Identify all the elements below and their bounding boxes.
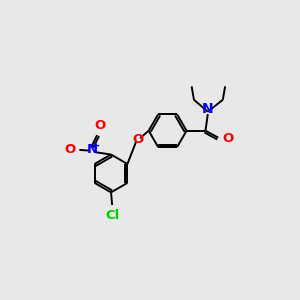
Text: −: − <box>66 141 74 151</box>
Text: +: + <box>92 141 100 151</box>
Text: Cl: Cl <box>105 208 119 222</box>
Text: O: O <box>64 143 75 156</box>
Text: O: O <box>222 132 234 145</box>
Text: O: O <box>133 133 144 146</box>
Text: N: N <box>202 102 214 116</box>
Text: N: N <box>86 143 98 156</box>
Text: O: O <box>94 119 106 132</box>
